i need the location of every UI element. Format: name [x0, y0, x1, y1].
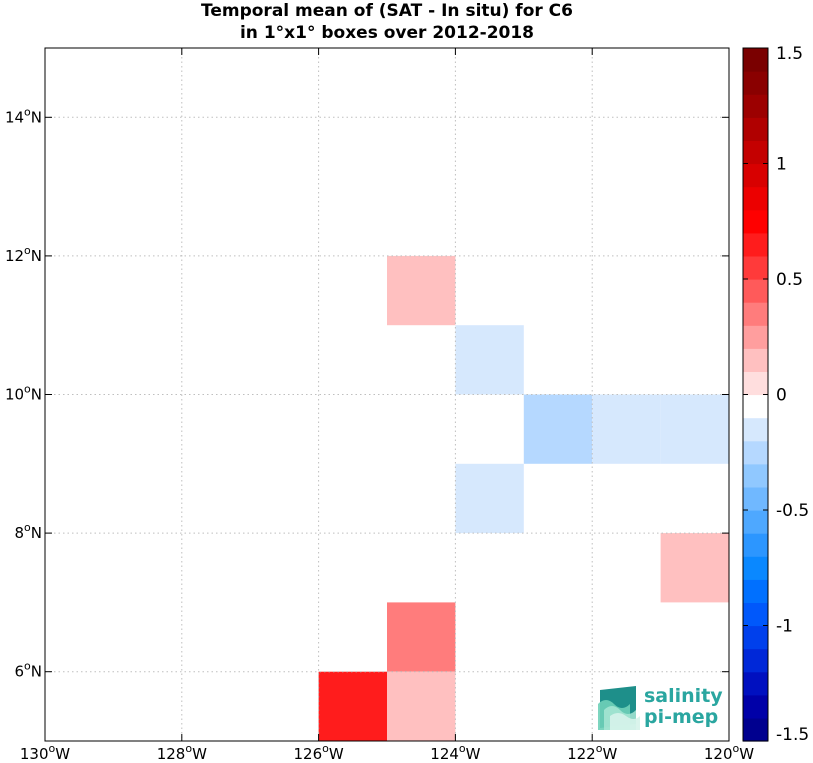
chart-title-line-1: Temporal mean of (SAT - In situ) for C6: [201, 1, 573, 21]
colorbar-band-7: [743, 556, 768, 580]
colorbar-band-29: [743, 48, 768, 72]
colorbar-band-21: [743, 232, 768, 257]
y-tick-label-2: 10oN: [5, 383, 42, 404]
salinity-pi-mep-logo: salinity pi-mep: [596, 684, 726, 732]
colorbar-band-16: [743, 348, 768, 372]
colorbar-band-8: [743, 533, 768, 557]
colorbar-tick-label-6: -1.5: [776, 725, 809, 745]
colorbar-band-15: [743, 371, 768, 396]
colorbar-band-23: [743, 186, 768, 211]
heatmap-cell-2: [523, 394, 593, 464]
heatmap-cell-3: [592, 394, 661, 464]
colorbar-band-4: [743, 625, 768, 650]
colorbar-band-6: [743, 579, 768, 603]
colorbar-band-10: [743, 486, 768, 511]
colorbar-band-3: [743, 648, 768, 673]
x-tick-label-2: 126oW: [293, 742, 343, 763]
colorbar-band-17: [743, 325, 768, 349]
colorbar-band-1: [743, 694, 768, 719]
heatmap-cell-8: [318, 671, 387, 741]
colorbar-band-12: [743, 440, 768, 465]
colorbar-band-2: [743, 671, 768, 696]
colorbar-band-26: [743, 117, 768, 141]
heatmap-cell-4: [660, 394, 729, 464]
x-tick-label-0: 130oW: [20, 742, 70, 763]
colorbar-band-27: [743, 94, 768, 118]
colorbar-tick-label-3: 0: [776, 386, 787, 406]
colorbar-band-0: [743, 717, 768, 742]
x-tick-label-5: 120oW: [704, 742, 754, 763]
heatmap-cell-0: [387, 255, 456, 326]
heatmap-cell-5: [455, 463, 524, 534]
heatmap-cell-1: [455, 325, 524, 395]
logo-text-pi-mep: pi-mep: [644, 706, 719, 728]
colorbar-band-22: [743, 209, 768, 234]
y-tick-label-0: 6oN: [14, 660, 42, 681]
heatmap-cell-6: [660, 533, 729, 603]
colorbar-band-5: [743, 602, 768, 627]
colorbar-band-28: [743, 71, 768, 95]
logo-icon: [598, 686, 640, 730]
x-tick-label-1: 128oW: [157, 742, 207, 763]
colorbar-band-20: [743, 255, 768, 280]
x-tick-label-3: 124oW: [430, 742, 480, 763]
chart-title-line-2: in 1°x1° boxes over 2012-2018: [239, 23, 535, 43]
colorbar-tick-label-0: 1.5: [776, 44, 803, 64]
colorbar-band-18: [743, 302, 768, 326]
colorbar-tick-label-5: -1: [776, 617, 793, 637]
colorbar-tick-label-4: -0.5: [776, 501, 809, 521]
y-tick-label-4: 14oN: [5, 105, 42, 126]
x-tick-label-4: 122oW: [567, 742, 617, 763]
colorbar-band-25: [743, 140, 768, 165]
y-tick-label-1: 8oN: [14, 521, 42, 542]
heatmap-cell-9: [387, 671, 456, 741]
colorbar-band-11: [743, 463, 768, 488]
colorbar-tick-label-2: 0.5: [776, 270, 803, 290]
y-tick-label-3: 12oN: [5, 244, 42, 265]
colorbar-band-13: [743, 417, 768, 442]
colorbar-tick-label-1: 1: [776, 155, 787, 175]
logo-text-salinity: salinity: [644, 685, 723, 707]
colorbar-band-24: [743, 163, 768, 188]
colorbar-band-19: [743, 279, 768, 303]
colorbar-band-9: [743, 510, 768, 534]
heatmap-cell-7: [387, 602, 456, 672]
colorbar-band-14: [743, 394, 768, 419]
